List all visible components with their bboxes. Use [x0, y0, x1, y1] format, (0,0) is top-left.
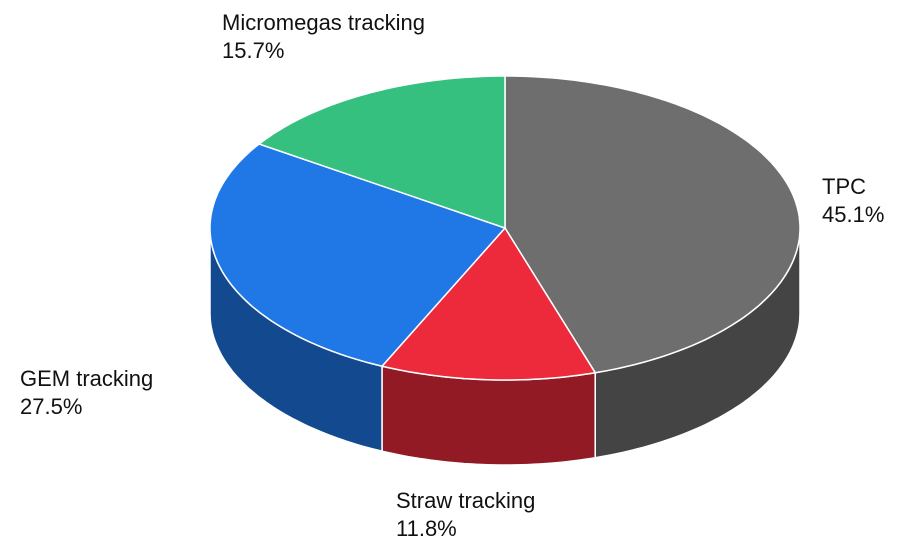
slice-label: GEM tracking	[20, 366, 153, 391]
slice-label: Micromegas tracking	[222, 10, 425, 35]
slice	[380, 226, 597, 381]
slice-label: TPC	[822, 174, 866, 199]
slice	[257, 75, 506, 230]
slice-value-label: 15.7%	[222, 38, 284, 63]
slice-value-label: 45.1%	[822, 202, 884, 227]
slice	[504, 75, 801, 374]
slice-label: Straw tracking	[396, 488, 535, 513]
slice-side	[381, 365, 596, 466]
slice-value-label: 27.5%	[20, 394, 82, 419]
slice	[209, 143, 507, 368]
slice-value-label: 11.8%	[396, 516, 457, 541]
